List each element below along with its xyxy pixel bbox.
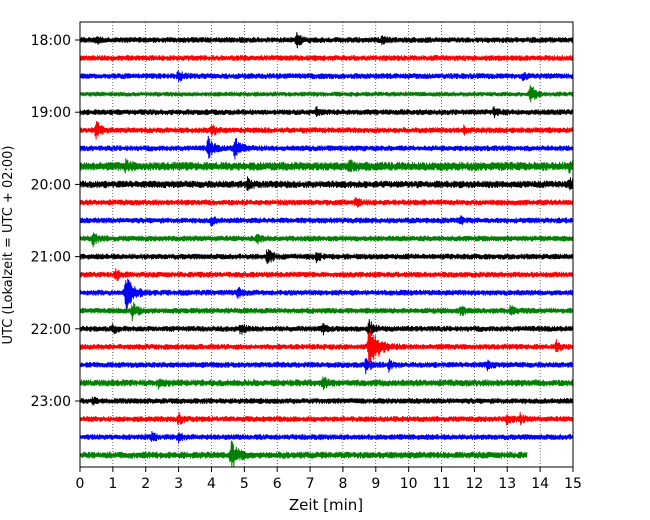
trace-line bbox=[79, 357, 574, 375]
x-tick-label: 4 bbox=[207, 476, 216, 492]
trace-line bbox=[79, 31, 574, 49]
y-tick-label: 22:00 bbox=[31, 322, 71, 338]
trace-line bbox=[79, 431, 574, 444]
trace-line bbox=[79, 396, 574, 406]
x-tick-label: 6 bbox=[273, 476, 282, 492]
x-axis: 0 1 2 3 4 5 6 7 8 9 10 11 12 13 14 15 bbox=[76, 467, 582, 492]
y-tick-label: 21:00 bbox=[31, 250, 71, 266]
y-tick-label: 23:00 bbox=[31, 394, 71, 410]
x-tick-label: 1 bbox=[108, 476, 117, 492]
trace-line bbox=[79, 268, 574, 282]
x-tick-label: 15 bbox=[564, 476, 582, 492]
x-tick-label: 10 bbox=[400, 476, 418, 492]
trace-line bbox=[79, 278, 574, 310]
trace-line bbox=[79, 328, 574, 363]
grid bbox=[112, 22, 541, 467]
x-tick-label: 14 bbox=[531, 476, 549, 492]
trace-line bbox=[79, 84, 574, 103]
trace-line bbox=[79, 318, 574, 337]
y-tick-label: 18:00 bbox=[31, 33, 71, 49]
trace-line bbox=[79, 120, 574, 140]
y-axis-label: UTC (Lokalzeit = UTC + 02:00) bbox=[1, 146, 16, 345]
x-tick-label: 13 bbox=[498, 476, 516, 492]
x-tick-label: 7 bbox=[306, 476, 315, 492]
trace-line bbox=[79, 158, 574, 174]
trace-line bbox=[79, 135, 574, 160]
x-tick-label: 8 bbox=[338, 476, 347, 492]
trace-line bbox=[79, 232, 574, 248]
trace-line bbox=[79, 105, 574, 119]
trace-line bbox=[79, 176, 574, 192]
x-tick-label: 2 bbox=[141, 476, 150, 492]
trace-line bbox=[79, 302, 574, 322]
x-axis-label: Zeit [min] bbox=[289, 496, 363, 514]
trace-line bbox=[79, 440, 528, 468]
x-tick-label: 11 bbox=[433, 476, 451, 492]
x-tick-label: 3 bbox=[174, 476, 183, 492]
traces bbox=[79, 31, 574, 468]
trace-line bbox=[79, 70, 574, 83]
x-tick-label: 12 bbox=[465, 476, 483, 492]
trace-line bbox=[79, 248, 574, 265]
trace-line bbox=[79, 411, 574, 426]
y-axis: 18:00 19:00 20:00 21:00 22:00 23:00 bbox=[31, 33, 80, 410]
x-tick-label: 9 bbox=[371, 476, 380, 492]
trace-line bbox=[79, 197, 574, 208]
y-tick-label: 20:00 bbox=[31, 177, 71, 193]
trace-line bbox=[79, 215, 574, 227]
x-tick-label: 0 bbox=[76, 476, 85, 492]
y-tick-label: 19:00 bbox=[31, 105, 71, 121]
trace-line bbox=[79, 376, 574, 391]
trace-line bbox=[79, 54, 574, 62]
plot-frame bbox=[79, 21, 574, 468]
x-tick-label: 5 bbox=[240, 476, 249, 492]
